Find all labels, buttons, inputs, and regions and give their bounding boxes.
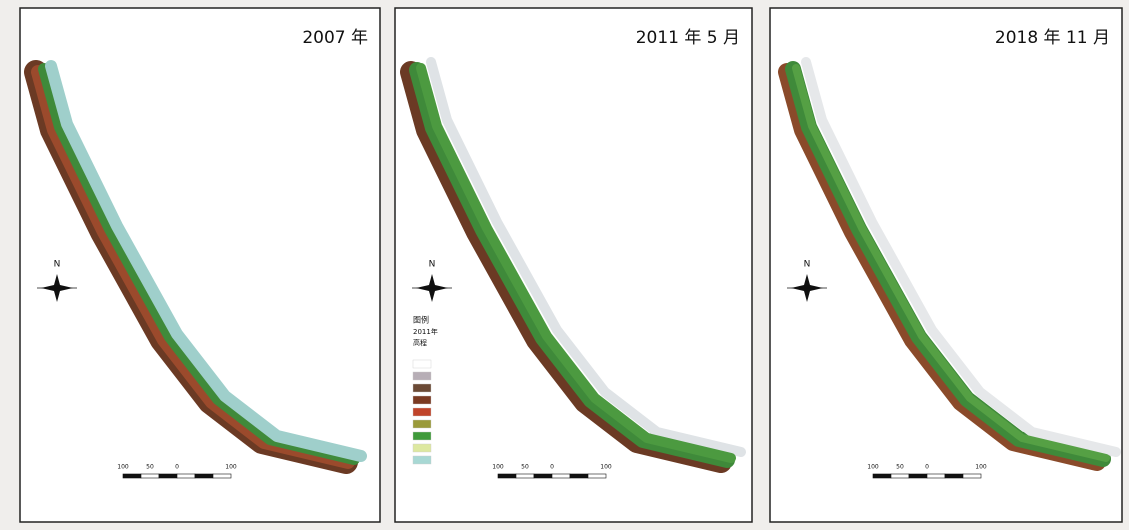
scale-bar-segment — [213, 474, 231, 478]
legend-subtitle: 高程 — [413, 338, 427, 347]
scale-label: 0 — [925, 464, 929, 471]
panel-title: 2018 年 11 月 — [995, 28, 1110, 48]
scale-bar-segment — [498, 474, 516, 478]
legend-subtitle: 2011年 — [413, 327, 438, 336]
legend-swatch — [413, 360, 431, 368]
scale-bar-segment — [909, 474, 927, 478]
scale-bar-segment — [141, 474, 159, 478]
scale-bar-segment — [159, 474, 177, 478]
scale-bar-segment — [516, 474, 534, 478]
legend-swatch — [413, 420, 431, 428]
legend-swatch — [413, 444, 431, 452]
scale-bar-segment — [927, 474, 945, 478]
scale-label: 100 — [975, 464, 987, 471]
scale-bar-segment — [123, 474, 141, 478]
legend-title: 图例 — [413, 315, 429, 325]
scale-bar-segment — [177, 474, 195, 478]
scale-bar-segment — [945, 474, 963, 478]
legend-swatch — [413, 432, 431, 440]
map-panel: 2018 年 11 月 N 100 50 0 100 — [770, 8, 1122, 522]
figure: 2007 年N1005001002011 年 5 月N100500100图例20… — [0, 0, 1129, 530]
scale-bar-segment — [891, 474, 909, 478]
panel-title: 2011 年 5 月 — [636, 28, 740, 48]
legend-swatch — [413, 408, 431, 416]
scale-label: 100 — [600, 464, 612, 471]
scale-label: 100 — [492, 464, 504, 471]
north-label: N — [804, 260, 811, 270]
north-label: N — [54, 260, 61, 270]
scale-bar-segment — [873, 474, 891, 478]
scale-bar-segment — [195, 474, 213, 478]
scale-label: 50 — [521, 464, 529, 471]
scale-label: 100 — [117, 464, 129, 471]
legend-swatch — [413, 456, 431, 464]
map-panel: 2007 年 N 100 50 0 100 — [20, 8, 380, 522]
north-label: N — [429, 260, 436, 270]
legend-swatch — [413, 372, 431, 380]
panel-title: 2007 年 — [302, 28, 368, 48]
scale-label: 0 — [175, 464, 179, 471]
scale-bar-segment — [963, 474, 981, 478]
scale-label: 50 — [896, 464, 904, 471]
legend-swatch — [413, 396, 431, 404]
scale-label: 50 — [146, 464, 154, 471]
scale-bar-segment — [534, 474, 552, 478]
scale-bar-segment — [552, 474, 570, 478]
legend-swatch — [413, 384, 431, 392]
scale-label: 100 — [867, 464, 879, 471]
scale-bar-segment — [570, 474, 588, 478]
scale-label: 100 — [225, 464, 237, 471]
scale-label: 0 — [550, 464, 554, 471]
scale-bar-segment — [588, 474, 606, 478]
